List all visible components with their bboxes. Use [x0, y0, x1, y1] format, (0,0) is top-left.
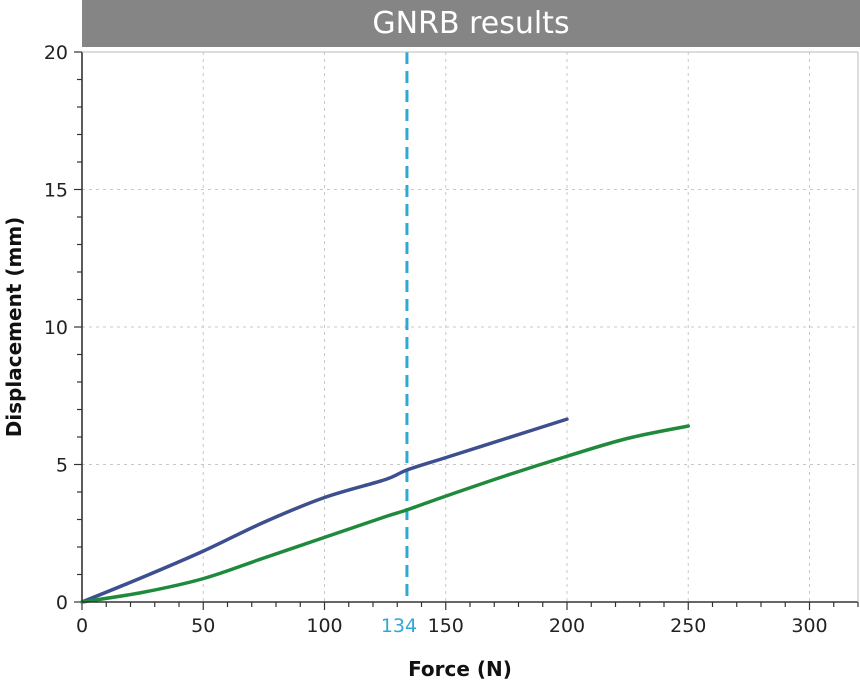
x-axis-title: Force (N): [408, 657, 512, 681]
x-tick-label: 150: [428, 615, 464, 637]
x-tick-label: 50: [191, 615, 215, 637]
x-tick-label: 250: [670, 615, 706, 637]
grid: [82, 51, 858, 602]
x-tick-label: 0: [76, 615, 88, 637]
chart-title: GNRB results: [82, 0, 860, 47]
series-line-1: [80, 417, 569, 604]
reference-line-group: 134: [381, 52, 417, 637]
y-tick-label: 15: [44, 180, 68, 202]
series-line-2: [80, 424, 690, 604]
axis-ticks: 0 50 100 150 200 250 300 0 5 10 15 20: [44, 42, 859, 637]
y-axis-title: Displacement (mm): [2, 217, 26, 438]
series-group: [80, 417, 690, 604]
y-tick-label: 0: [56, 592, 68, 614]
x-tick-label: 100: [306, 615, 342, 637]
y-tick-label: 20: [44, 42, 68, 64]
reference-line-label: 134: [381, 615, 417, 637]
x-tick-label: 300: [791, 615, 827, 637]
y-tick-label: 10: [44, 317, 68, 339]
y-tick-label: 5: [56, 455, 68, 477]
x-tick-label: 200: [549, 615, 585, 637]
